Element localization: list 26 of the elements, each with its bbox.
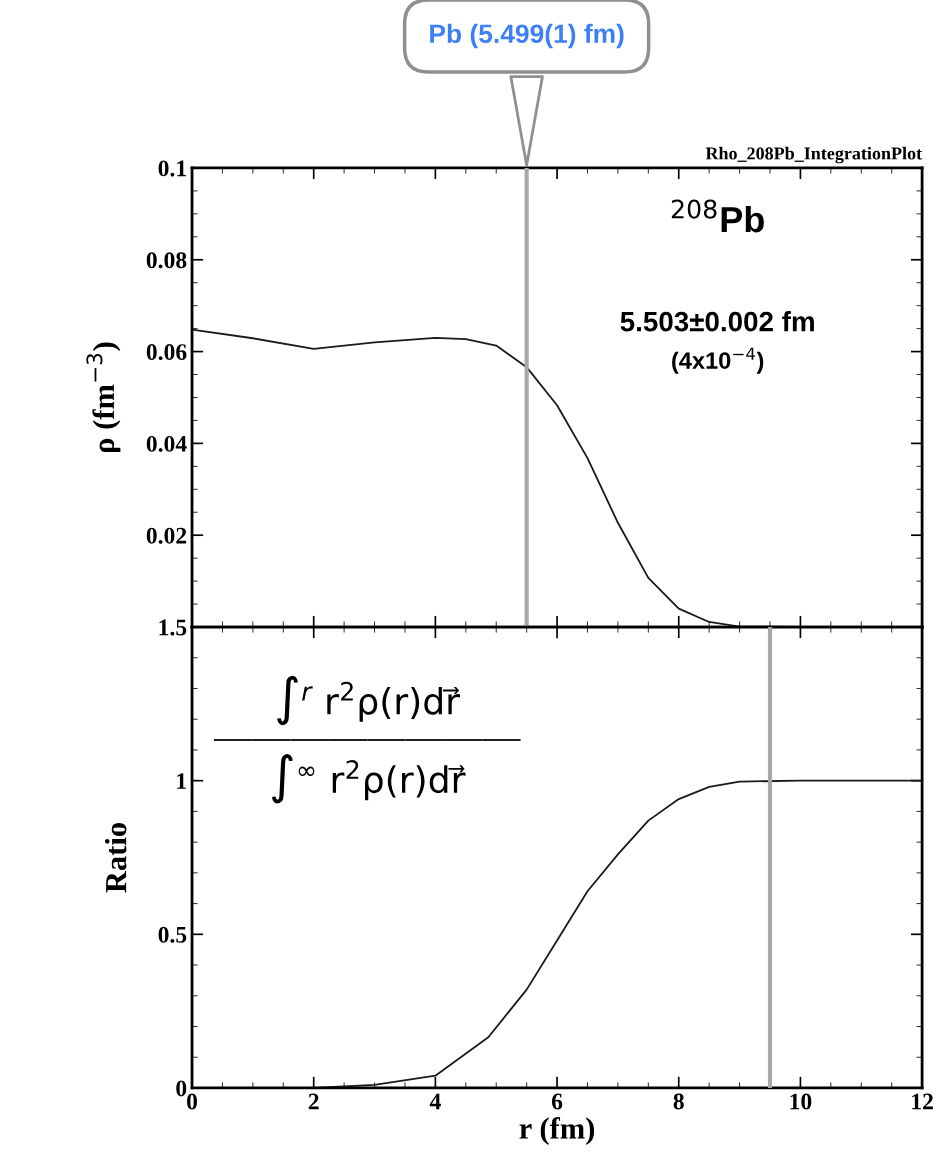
chart-title: Rho_208Pb_IntegrationPlot [705, 146, 923, 164]
x-tick-label: 0 [187, 1093, 198, 1110]
y-tick-label: 0.08 [146, 252, 187, 269]
y-tick-label: 0.1 [158, 160, 186, 177]
annotation: 5.503±0.002 fm [620, 311, 814, 332]
annotation: ∫$^{∞}$ r$^{2}$ρ(r)dr⃗ [271, 754, 466, 804]
annotation: (4x10$^{−4}$) [672, 347, 764, 374]
x-tick-label: 6 [551, 1093, 563, 1110]
y-axis-title: Ratio [104, 823, 127, 893]
y-tick-label: 1.5 [159, 619, 187, 636]
x-tick-label: 4 [429, 1093, 441, 1110]
x-tick-label: 8 [673, 1093, 684, 1110]
y-axis-title: ρ (fm$^{−3}$) [86, 342, 121, 453]
y-tick-label: 1 [177, 773, 186, 789]
annotation: ∫$^{r}$ r$^{2}$ρ(r)dr⃗ [277, 675, 461, 726]
annotation: $^{208}$Pb [671, 199, 764, 233]
x-axis-title: r (fm) [519, 1117, 595, 1146]
x-tick-label: 2 [308, 1093, 319, 1110]
ref-line-label: Pb (5.499(1) fm) [430, 23, 624, 49]
y-tick-label: 0.06 [146, 344, 187, 361]
y-tick-label: 0.02 [146, 527, 187, 544]
x-tick-label: 10 [790, 1093, 812, 1110]
y-tick-label: 0.04 [146, 435, 187, 452]
x-tick-label: 12 [912, 1093, 933, 1110]
y-tick-label: 0.5 [158, 926, 187, 943]
y-tick-label: 0 [176, 1080, 187, 1097]
